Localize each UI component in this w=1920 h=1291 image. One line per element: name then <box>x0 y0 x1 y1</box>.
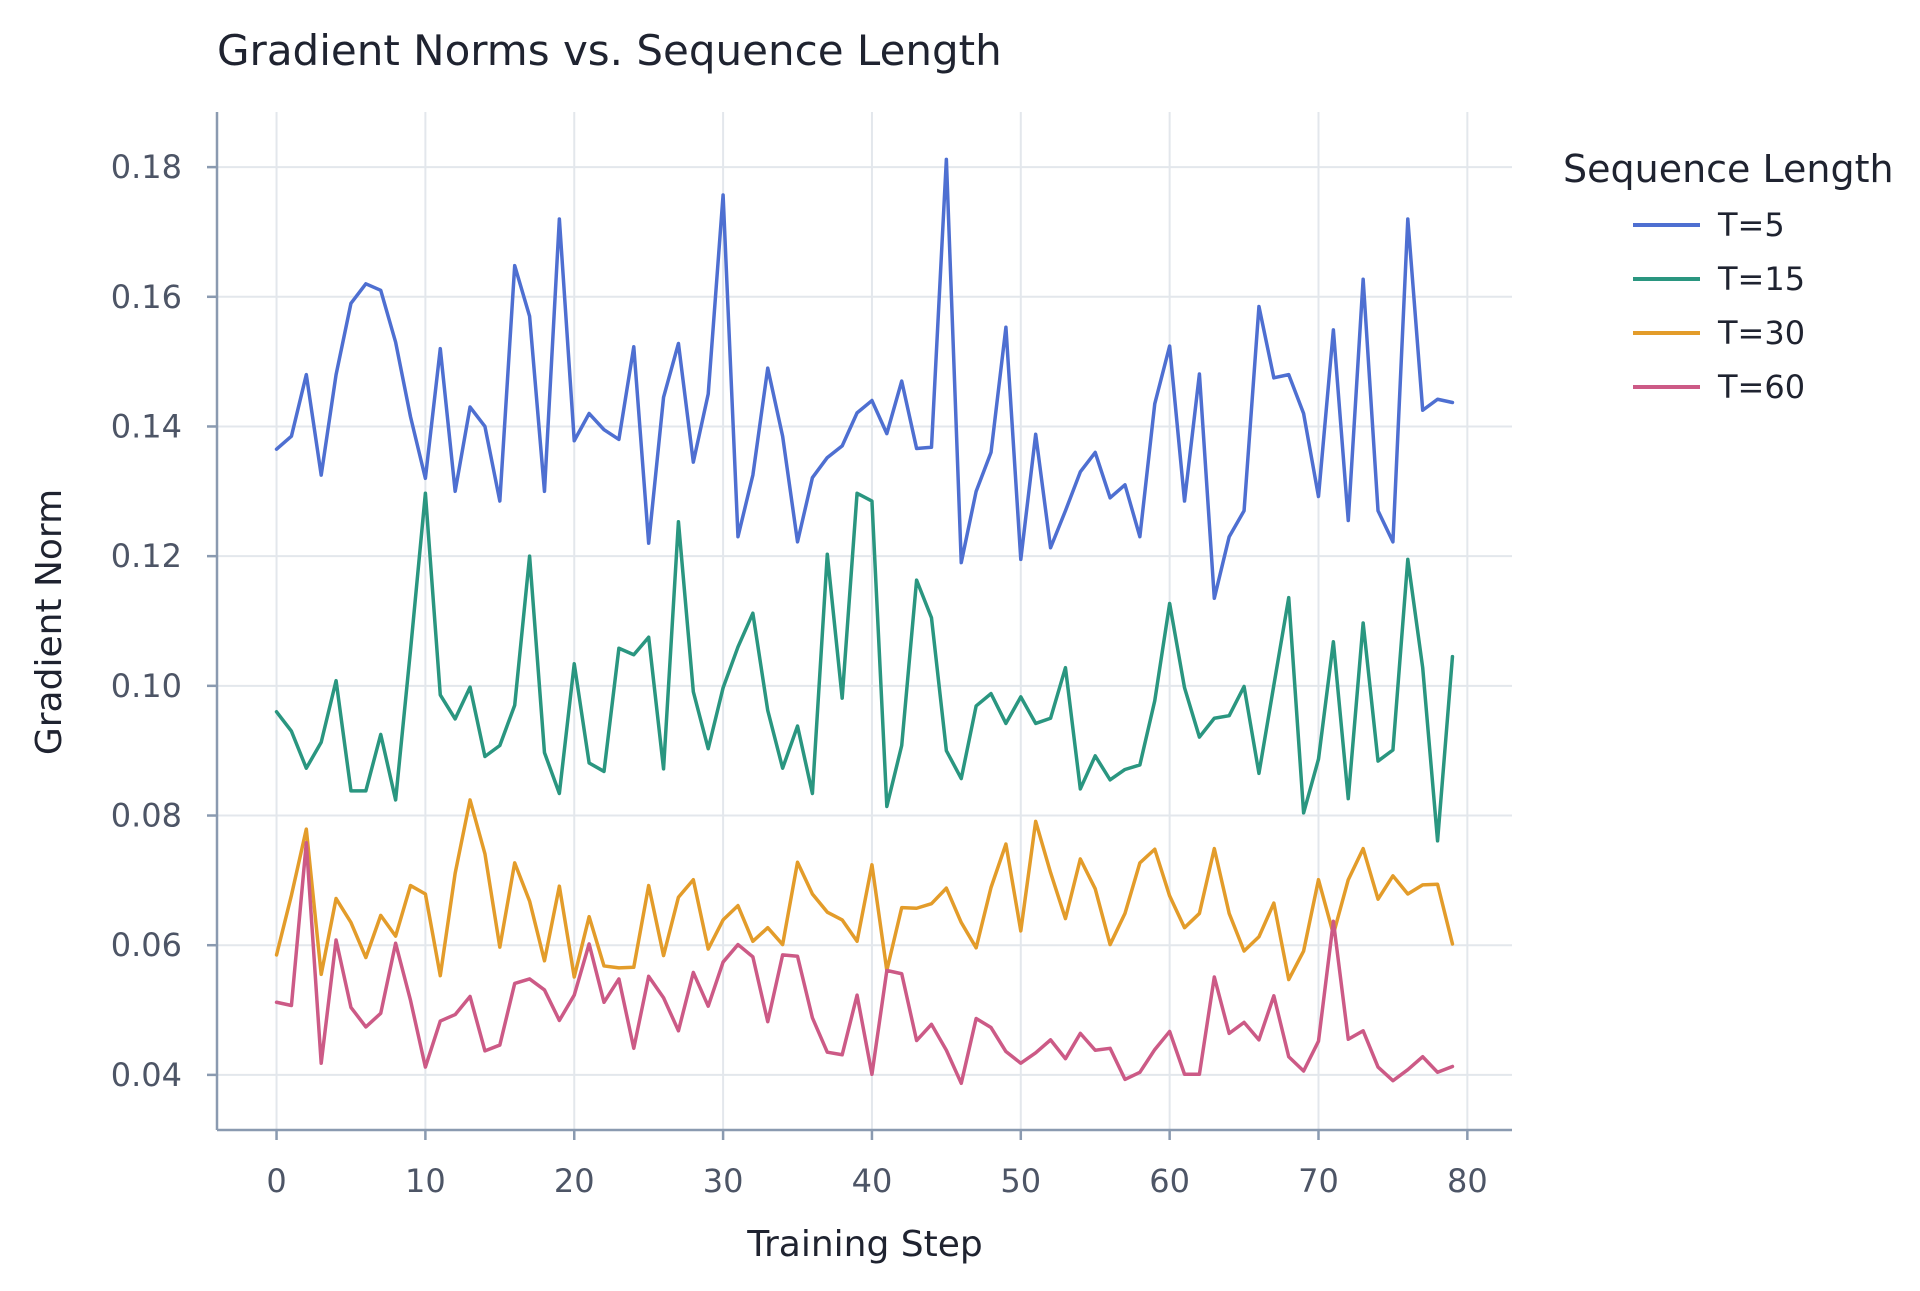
chart-title: Gradient Norms vs. Sequence Length <box>217 26 1002 75</box>
x-tick-label: 60 <box>1149 1162 1190 1200</box>
legend-item: T=5 <box>1633 206 1785 244</box>
x-tick-label: 0 <box>266 1162 286 1200</box>
x-axis-label: Training Step <box>746 1224 982 1265</box>
legend-item: T=30 <box>1633 314 1805 352</box>
grid <box>217 112 1512 1130</box>
axes <box>207 112 1512 1140</box>
y-tick-label: 0.10 <box>111 667 182 705</box>
tick-labels: 0 10 20 30 40 50 60 70 80 0.04 0.06 0.08 0.10 0.12 0.1… <box>111 148 1488 1200</box>
x-tick-label: 70 <box>1298 1162 1339 1200</box>
legend-title: Sequence Length <box>1563 147 1894 191</box>
legend-label: T=60 <box>1717 368 1805 406</box>
y-tick-label: 0.16 <box>111 278 182 316</box>
y-axis-label: Gradient Norm <box>29 489 70 755</box>
series-line-t-60 <box>274 841 1455 1086</box>
y-tick-label: 0.14 <box>111 407 182 445</box>
x-tick-label: 40 <box>852 1162 893 1200</box>
x-tick-label: 20 <box>554 1162 595 1200</box>
x-tick-label: 10 <box>405 1162 446 1200</box>
legend: Sequence Length T=5 T=15 T=30 T=60 <box>1563 147 1894 406</box>
series-line-t-15 <box>274 491 1455 843</box>
y-tick-label: 0.06 <box>111 926 182 964</box>
y-tick-label: 0.08 <box>111 797 182 835</box>
legend-label: T=30 <box>1717 314 1805 352</box>
legend-item: T=60 <box>1633 368 1805 406</box>
x-tick-label: 30 <box>703 1162 744 1200</box>
y-tick-label: 0.04 <box>111 1056 182 1094</box>
y-tick-label: 0.12 <box>111 537 182 575</box>
series-line-t-5 <box>274 157 1455 601</box>
legend-item: T=15 <box>1633 260 1805 298</box>
legend-label: T=15 <box>1717 260 1805 298</box>
series-line-t-30 <box>274 798 1455 982</box>
y-tick-label: 0.18 <box>111 148 182 186</box>
x-tick-label: 80 <box>1447 1162 1488 1200</box>
series-lines <box>274 157 1455 1086</box>
x-tick-label: 50 <box>1000 1162 1041 1200</box>
legend-label: T=5 <box>1717 206 1785 244</box>
